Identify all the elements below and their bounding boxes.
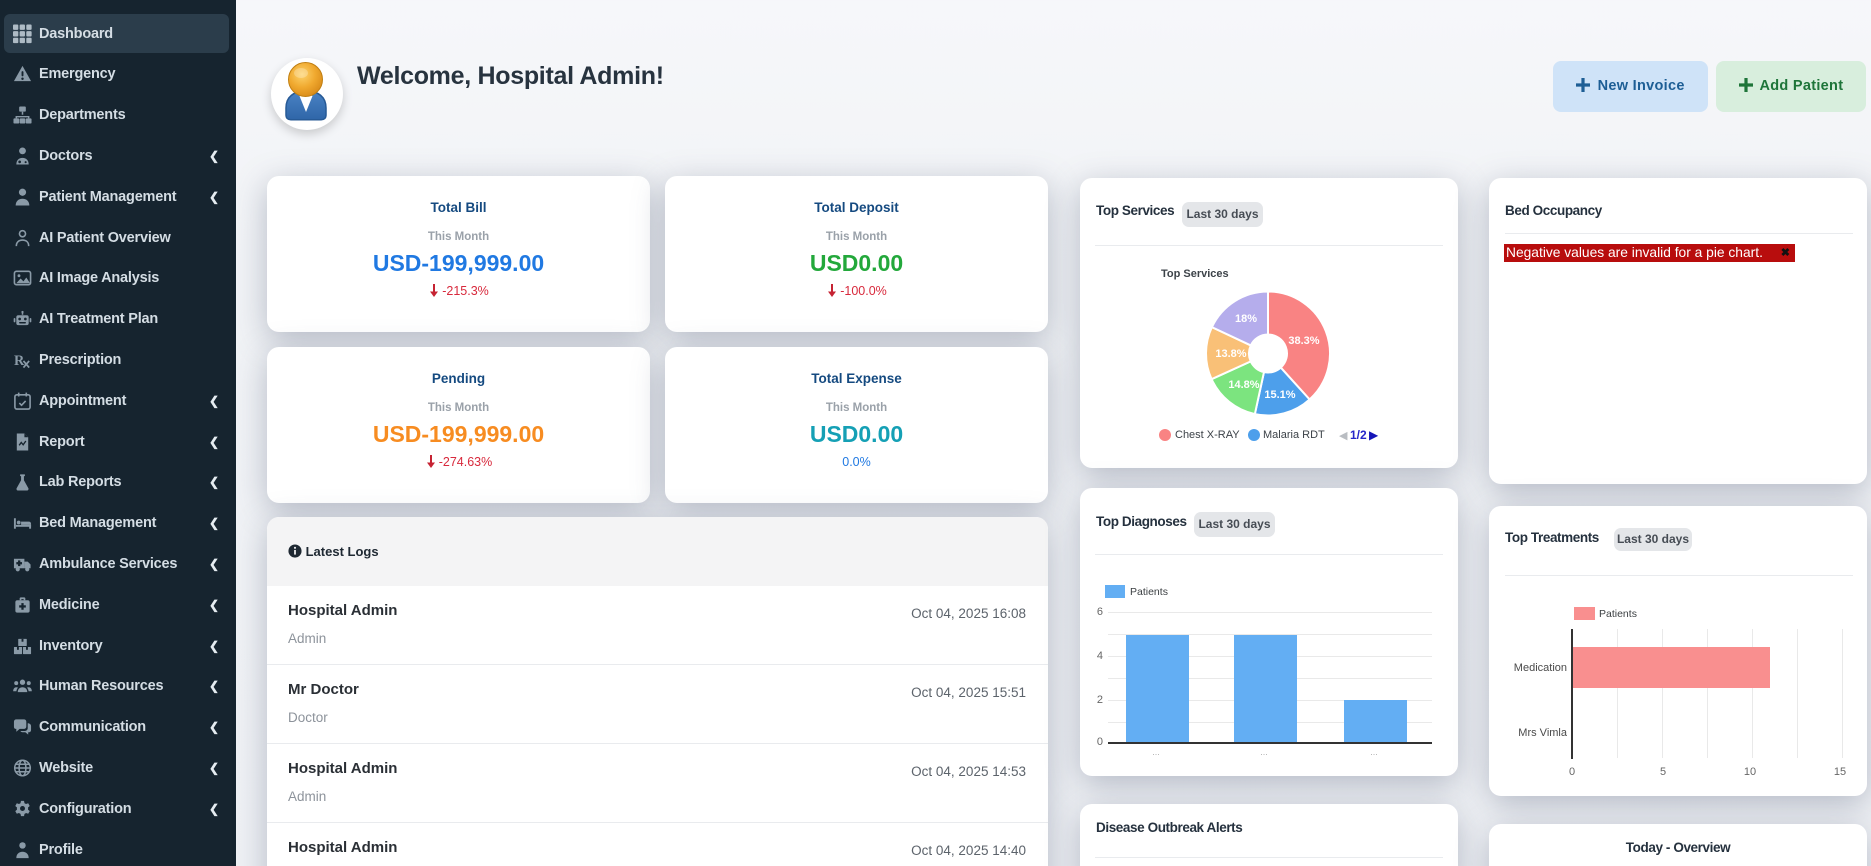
svg-text:15.1%: 15.1% [1264, 389, 1295, 401]
svg-text:14.8%: 14.8% [1228, 379, 1259, 391]
svg-text:18%: 18% [1235, 313, 1257, 325]
svg-text:13.8%: 13.8% [1215, 348, 1246, 360]
svg-text:38.3%: 38.3% [1288, 335, 1319, 347]
svg-text:R: R [14, 353, 25, 369]
